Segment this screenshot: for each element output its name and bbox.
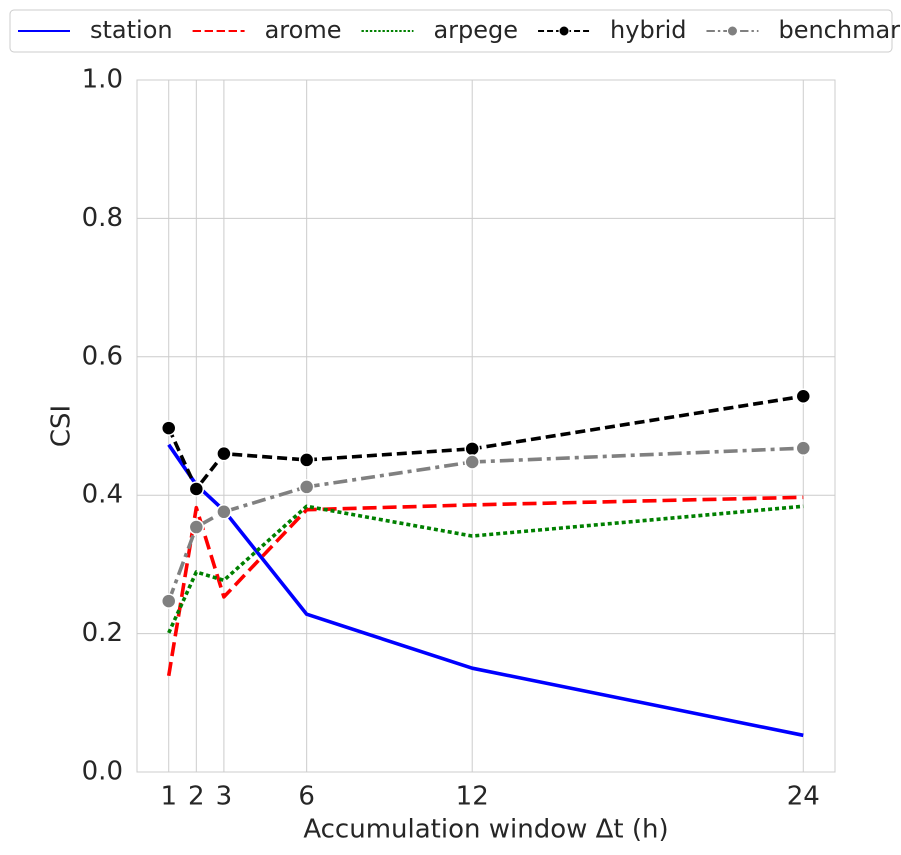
x-tick-label: 6 (298, 782, 315, 812)
legend-label: benchmark (778, 16, 901, 44)
series-line (167, 394, 804, 491)
y-tick-label: 0.2 (82, 618, 123, 648)
data-point (216, 504, 232, 520)
series-line (167, 443, 804, 738)
data-point (795, 440, 812, 456)
series-line (167, 446, 804, 602)
x-tick-label: 1 (160, 782, 177, 812)
y-tick-label: 0.0 (82, 757, 123, 787)
data-point (188, 481, 205, 497)
data-point (216, 445, 232, 462)
plot-frame (136, 79, 836, 773)
data-point (464, 441, 480, 457)
data-point (188, 519, 205, 535)
series-line (166, 495, 804, 677)
x-tick-label: 3 (216, 782, 233, 812)
x-tick-label: 2 (188, 782, 205, 812)
legend-label: hybrid (610, 16, 686, 44)
legend-label: arome (265, 16, 342, 44)
legend-frame (9, 9, 893, 53)
x-axis-label: Accumulation window Δt (h) (303, 815, 668, 845)
data-point (464, 454, 480, 470)
legend-marker (558, 25, 570, 37)
data-point (795, 388, 812, 404)
data-point (298, 479, 315, 495)
y-tick-label: 0.8 (82, 203, 123, 233)
y-tick-label: 0.6 (82, 341, 123, 371)
data-point (160, 420, 177, 436)
legend-label: arpege (433, 16, 518, 44)
data-point (298, 452, 315, 468)
x-tick-label: 24 (787, 782, 820, 812)
y-axis-label: CSI (47, 405, 77, 447)
y-tick-label: 1.0 (82, 65, 123, 95)
x-tick-label: 12 (456, 782, 489, 812)
legend-marker (726, 25, 738, 37)
legend: station arome arpege hybrid benchmark (9, 9, 901, 53)
series-line (167, 504, 804, 634)
y-tick-label: 0.4 (82, 480, 123, 510)
legend-label: station (90, 16, 173, 44)
data-point (160, 593, 177, 609)
